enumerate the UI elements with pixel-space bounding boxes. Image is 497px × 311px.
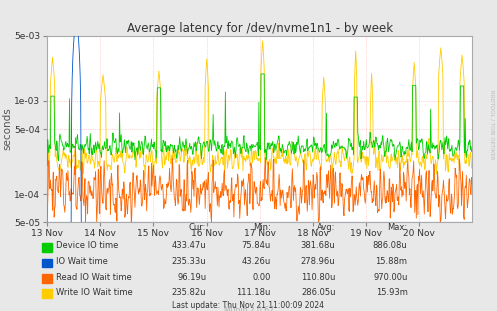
Text: Munin 2.0.67: Munin 2.0.67 (224, 306, 273, 311)
Text: 0.00: 0.00 (252, 272, 271, 281)
Text: 43.26u: 43.26u (242, 257, 271, 266)
Text: 235.82u: 235.82u (172, 287, 206, 296)
Text: 15.93m: 15.93m (376, 287, 408, 296)
Text: 235.33u: 235.33u (171, 257, 206, 266)
Text: Write IO Wait time: Write IO Wait time (56, 287, 132, 296)
Text: Avg:: Avg: (317, 222, 335, 231)
Text: 278.96u: 278.96u (301, 257, 335, 266)
Text: 111.18u: 111.18u (237, 287, 271, 296)
Text: IO Wait time: IO Wait time (56, 257, 107, 266)
Y-axis label: seconds: seconds (3, 108, 13, 151)
Title: Average latency for /dev/nvme1n1 - by week: Average latency for /dev/nvme1n1 - by we… (127, 21, 393, 35)
Text: 15.88m: 15.88m (376, 257, 408, 266)
Text: Min:: Min: (253, 222, 271, 231)
Text: Cur:: Cur: (189, 222, 206, 231)
Text: 433.47u: 433.47u (171, 241, 206, 250)
Text: Last update: Thu Nov 21 11:00:09 2024: Last update: Thu Nov 21 11:00:09 2024 (172, 301, 325, 310)
Text: 886.08u: 886.08u (373, 241, 408, 250)
Text: 110.80u: 110.80u (301, 272, 335, 281)
Text: Device IO time: Device IO time (56, 241, 118, 250)
Text: 970.00u: 970.00u (373, 272, 408, 281)
Text: 96.19u: 96.19u (177, 272, 206, 281)
Text: Max:: Max: (388, 222, 408, 231)
Text: RRDTOOL / TOBI OETIKER: RRDTOOL / TOBI OETIKER (490, 90, 495, 159)
Text: 286.05u: 286.05u (301, 287, 335, 296)
Text: 381.68u: 381.68u (301, 241, 335, 250)
Text: 75.84u: 75.84u (242, 241, 271, 250)
Text: Read IO Wait time: Read IO Wait time (56, 272, 131, 281)
